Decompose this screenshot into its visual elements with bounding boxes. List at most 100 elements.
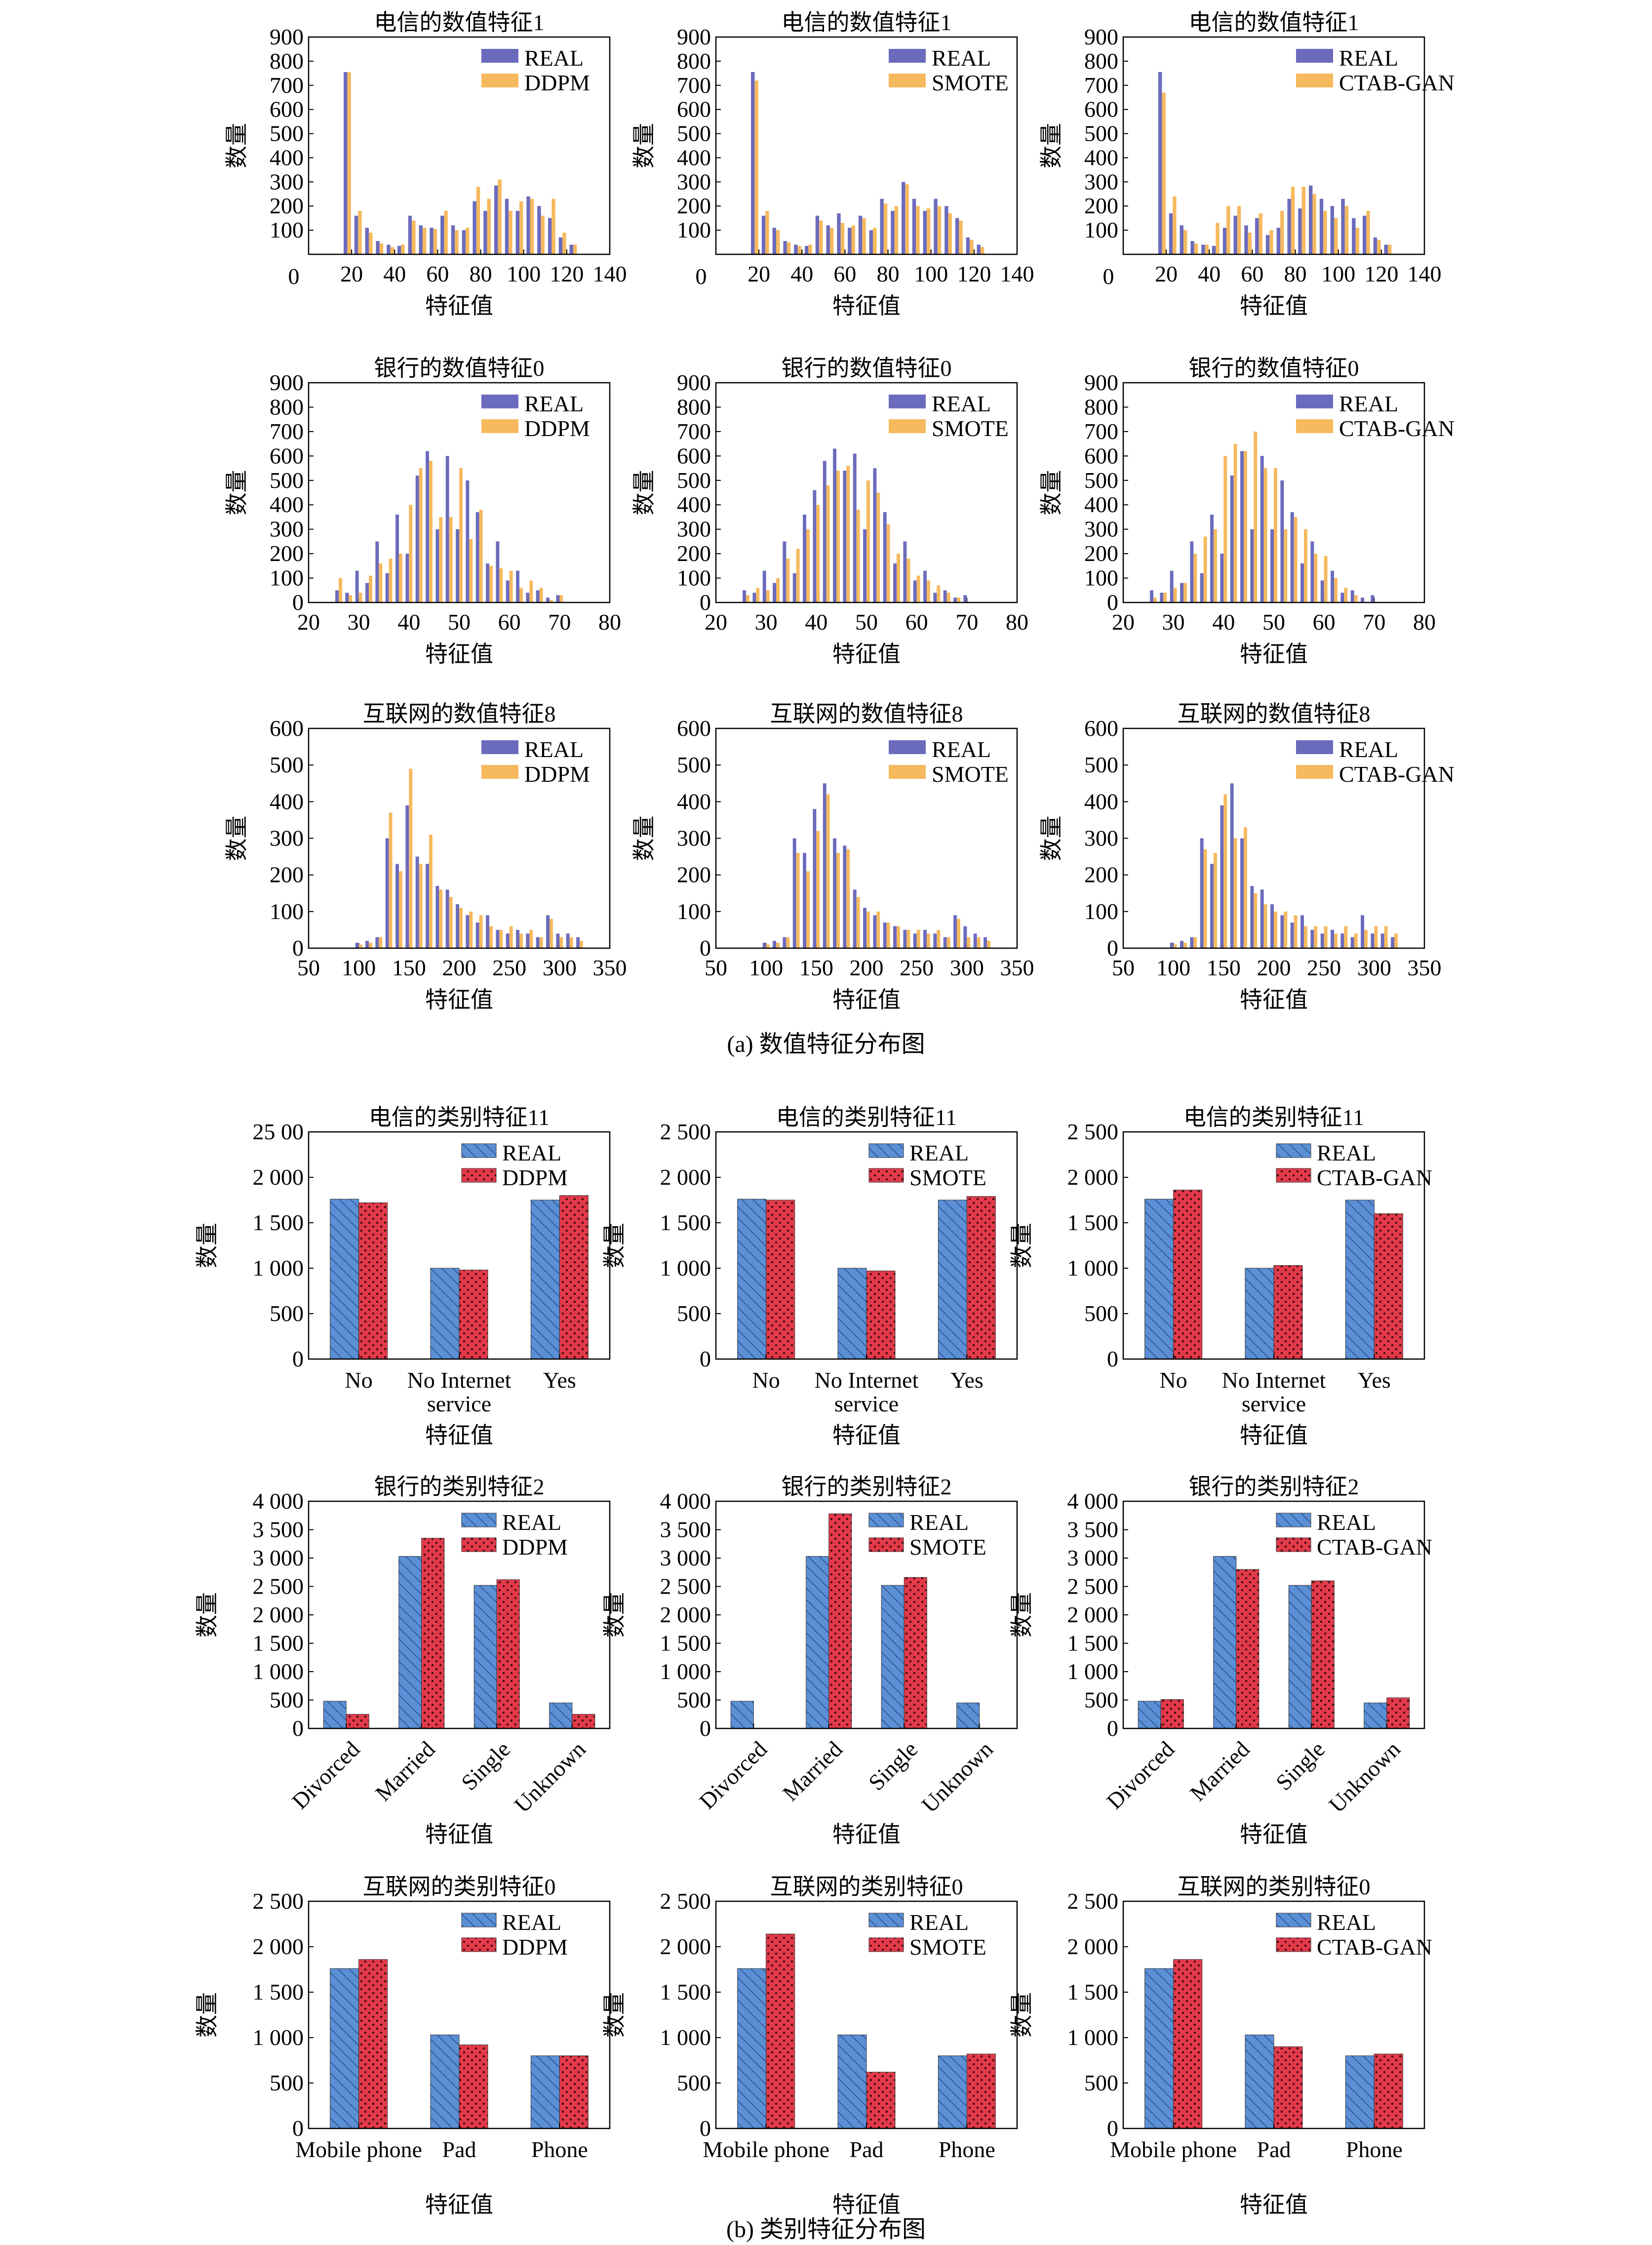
bar-real [813,809,817,948]
legend-swatch-synthetic [461,1537,497,1552]
y-tick-label: 200 [270,541,304,566]
bar-synthetic [1183,230,1187,254]
bar-synthetic [1304,926,1307,948]
x-tick-label: 120 [550,261,584,286]
bar-real [943,590,947,602]
x-tick-label: 100 [1321,261,1355,286]
bar-synthetic [876,492,880,602]
bar-synthetic [539,937,543,948]
bar-real [751,72,755,254]
x-tick-label: 100 [749,955,783,980]
x-tick-label: Pad [442,2137,476,2162]
bar-synthetic [829,228,834,254]
bar-synthetic [1334,933,1337,948]
x-tick-label: No Internet [407,1367,511,1393]
x-tick-label: 70 [1363,609,1385,635]
bar-real [903,929,907,948]
bar-real [330,1968,359,2129]
bar-real [323,1701,347,1729]
y-tick-label: 500 [677,2070,711,2095]
legend-swatch-real [1276,1913,1311,1927]
x-tick-label: 250 [1307,955,1341,980]
y-tick-label: 400 [677,789,711,814]
bar-real [1345,1200,1375,1360]
y-tick-label: 3 000 [253,1545,304,1570]
chart-title: 互联网的类别特征0 [1178,1874,1371,1899]
y-tick-label: 100 [677,217,711,242]
bar-real [1384,244,1388,254]
y-axis-label: 数量 [224,816,249,861]
bar-synthetic [906,929,910,948]
bar-synthetic [1203,849,1207,948]
chart-panel: 银行的类别特征2 数量 0 500 1 000 1 500 2 000 2 500 3 000 3… [195,1474,611,1847]
bar-real [1212,245,1216,254]
bar-synthetic [851,225,855,254]
bar-synthetic [1273,2046,1303,2129]
bar-real [1331,929,1334,948]
legend-swatch-real [1296,395,1333,408]
bar-real [1150,590,1153,602]
bar-synthetic [401,244,405,254]
x-axis-label: 特征值 [1240,1822,1308,1847]
bar-synthetic [916,575,920,602]
chart-panel: 互联网的数值特征8 数量 0 100 200 300 400 500 600 特征值 50 100 15… [631,701,1034,1012]
y-tick-label: 600 [677,97,711,122]
bar-real [938,1200,967,1360]
y-tick-label: 0 [1107,1346,1118,1371]
x-tick-label: 300 [543,955,577,980]
y-tick-label: 400 [270,492,304,517]
bar-real [569,244,573,254]
y-tick-label: 500 [270,121,304,146]
bar-synthetic [1183,583,1187,602]
bar-real [375,541,379,602]
bar-real [934,199,938,254]
bar-synthetic [1248,233,1252,254]
bar-synthetic [1162,92,1166,254]
bar-real [912,199,916,254]
bar-real [1371,933,1375,948]
bar-synthetic [487,199,491,254]
bar-synthetic [1233,838,1237,948]
bar-real [546,915,550,948]
bar-synthetic [559,937,563,948]
bar-synthetic [796,853,800,948]
y-tick-label: 900 [677,24,711,49]
y-axis-label: 数量 [1039,816,1064,861]
bar-real [395,515,399,602]
y-tick-label: 900 [1084,370,1118,395]
bar-synthetic [927,933,930,948]
bar-real [426,451,429,602]
bar-real [843,471,847,602]
x-tick-label: No [752,1367,780,1393]
chart-panel: 银行的类别特征2 数量 0 500 1 000 1 500 2 000 2 500 3 000 3… [1009,1474,1432,1847]
y-tick-label: 500 [1084,1301,1118,1326]
y-tick-label: 100 [270,565,304,591]
bar-real [923,929,927,948]
bar-real [1350,937,1354,948]
y-tick-label: 600 [677,716,711,741]
bar-synthetic [746,595,749,602]
bar-real [395,864,399,948]
plot-frame [715,1500,1018,1729]
bar-synthetic [1374,2053,1403,2129]
legend-swatch-synthetic [1276,1937,1311,1952]
bar-real [956,1702,980,1729]
bar-real [415,856,419,948]
y-tick-label: 1 000 [253,2025,304,2050]
bar-real [963,926,967,948]
bar-real [408,215,412,254]
bar-real [803,853,806,948]
bar-real [385,573,389,602]
bar-synthetic [866,2072,896,2129]
bar-real [1288,1585,1312,1729]
bar-real [883,512,887,602]
y-axis-label: 数量 [631,470,657,516]
bar-real [1270,904,1274,948]
bar-real [1340,593,1344,602]
bar-synthetic [1269,230,1273,254]
x-tick-label: Mobile phone [295,2137,422,2162]
legend-label-synthetic: DDPM [524,762,590,787]
bar-synthetic [1314,926,1318,948]
bar-synthetic [765,211,769,254]
bar-real [863,908,866,948]
